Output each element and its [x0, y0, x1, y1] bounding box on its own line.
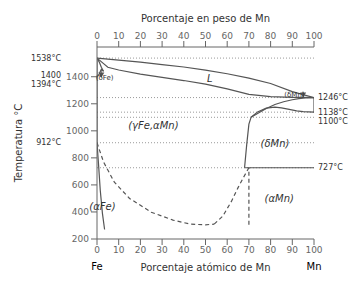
svg-text:60: 60 — [221, 245, 233, 255]
svg-text:50: 50 — [200, 245, 212, 255]
svg-text:(δFe): (δFe) — [96, 74, 114, 82]
svg-text:912°C: 912°C — [36, 138, 61, 147]
svg-text:10: 10 — [113, 245, 125, 255]
svg-text:10: 10 — [113, 31, 125, 41]
svg-text:30: 30 — [156, 31, 168, 41]
svg-text:90: 90 — [287, 31, 299, 41]
svg-text:(αFe): (αFe) — [89, 201, 115, 212]
svg-text:0: 0 — [94, 245, 100, 255]
svg-text:600: 600 — [72, 180, 89, 190]
svg-text:800: 800 — [72, 153, 89, 163]
svg-text:1400: 1400 — [66, 72, 89, 82]
svg-text:30: 30 — [156, 245, 168, 255]
svg-text:70: 70 — [243, 245, 255, 255]
svg-text:(αMn): (αMn) — [265, 193, 294, 204]
svg-text:80: 80 — [265, 31, 277, 41]
svg-text:1538°C: 1538°C — [31, 54, 61, 63]
svg-text:1000: 1000 — [66, 126, 89, 136]
svg-text:727°C: 727°C — [318, 163, 343, 172]
svg-text:80: 80 — [265, 245, 277, 255]
svg-text:L: L — [207, 73, 213, 84]
svg-text:(γFe,αMn): (γFe,αMn) — [128, 120, 178, 131]
svg-text:400: 400 — [72, 207, 89, 217]
svg-text:90: 90 — [287, 245, 299, 255]
svg-text:Fe: Fe — [91, 261, 102, 272]
svg-text:1100°C: 1100°C — [318, 117, 348, 126]
svg-text:Porcentaje en peso de Mn: Porcentaje en peso de Mn — [141, 13, 270, 24]
svg-text:1200: 1200 — [66, 99, 89, 109]
svg-text:Porcentaje atómico de Mn: Porcentaje atómico de Mn — [141, 262, 271, 273]
svg-text:60: 60 — [221, 31, 233, 41]
svg-text:1246°C: 1246°C — [318, 93, 348, 102]
svg-text:200: 200 — [72, 234, 89, 244]
svg-text:0: 0 — [94, 31, 100, 41]
svg-text:1138°C: 1138°C — [318, 108, 348, 117]
svg-text:Temperatura °C: Temperatura °C — [13, 104, 24, 184]
svg-text:1400: 1400 — [41, 71, 61, 80]
svg-text:(δMn): (δMn) — [284, 91, 304, 99]
svg-text:1394°C: 1394°C — [31, 80, 61, 89]
svg-text:100: 100 — [305, 245, 322, 255]
svg-text:20: 20 — [135, 31, 147, 41]
svg-text:40: 40 — [178, 31, 190, 41]
svg-text:20: 20 — [135, 245, 147, 255]
svg-text:50: 50 — [200, 31, 212, 41]
svg-text:Mn: Mn — [307, 261, 322, 272]
svg-text:100: 100 — [305, 31, 322, 41]
svg-text:40: 40 — [178, 245, 190, 255]
svg-text:70: 70 — [243, 31, 255, 41]
svg-text:(δMn): (δMn) — [260, 138, 289, 149]
